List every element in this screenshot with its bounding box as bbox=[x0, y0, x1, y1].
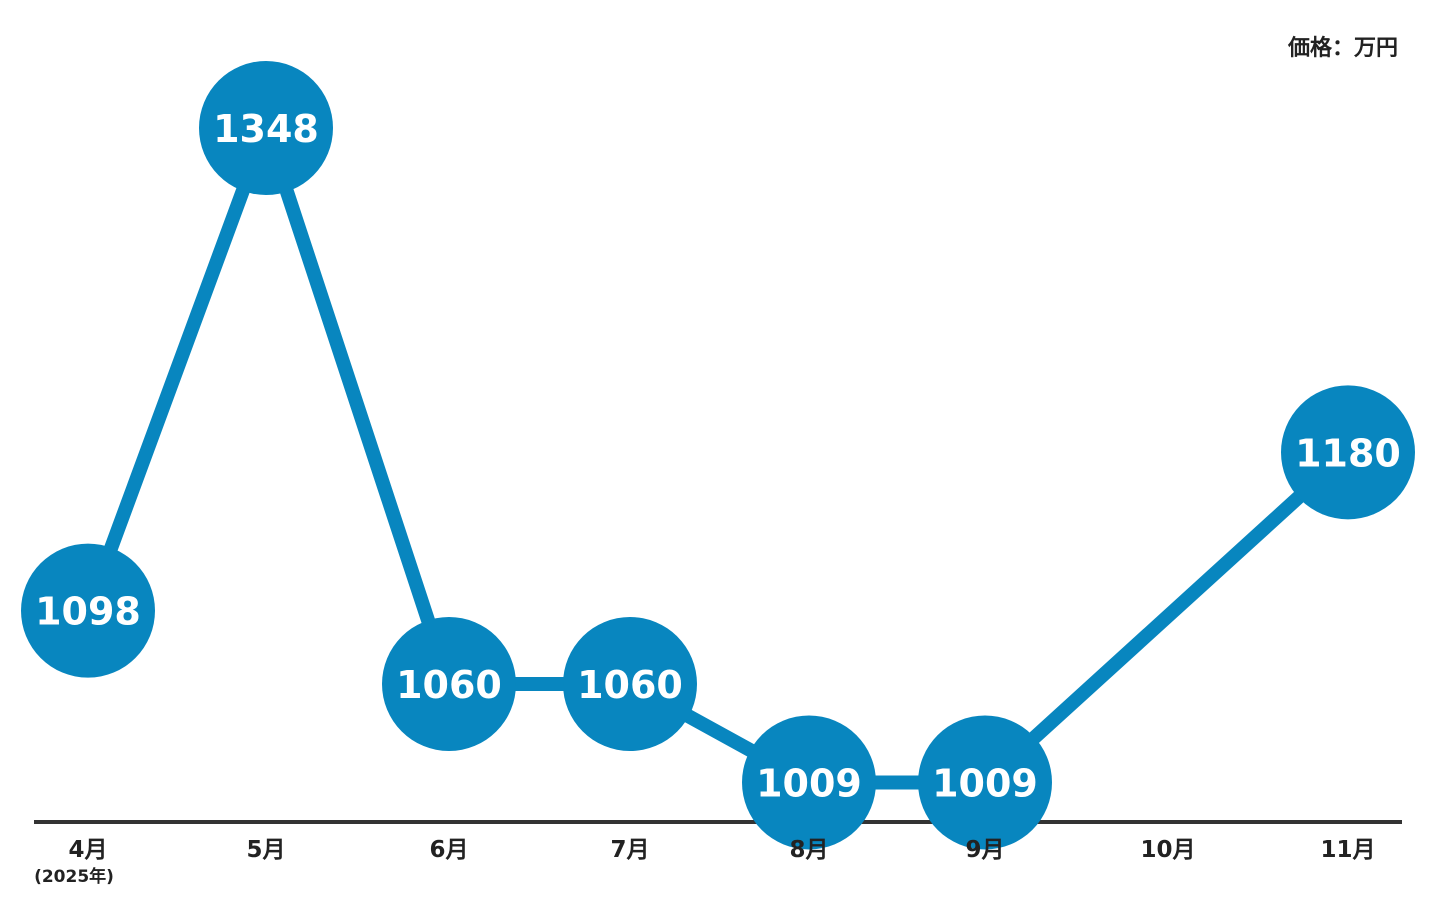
unit-label: 価格：万円 bbox=[1287, 36, 1398, 61]
series-line bbox=[81, 106, 1353, 790]
x-tick-label-8: 11月 bbox=[1320, 837, 1375, 863]
data-point-5 bbox=[742, 715, 876, 850]
x-tick-label-5: 8月 bbox=[789, 837, 828, 863]
data-point-1 bbox=[21, 543, 155, 678]
data-point-2 bbox=[199, 61, 333, 195]
data-point-3 bbox=[382, 617, 516, 752]
x-tick-label-4: 7月 bbox=[610, 837, 649, 863]
data-label-2: 1348 bbox=[213, 107, 319, 151]
x-tick-label-7: 10月 bbox=[1140, 837, 1195, 863]
data-point-4 bbox=[563, 617, 697, 752]
x-tick-sublabel-year: (2025年) bbox=[34, 866, 114, 887]
data-point-7 bbox=[1281, 385, 1415, 520]
data-label-3: 1060 bbox=[396, 663, 502, 707]
data-point-6 bbox=[918, 715, 1052, 850]
x-tick-label-3: 6月 bbox=[429, 837, 468, 863]
data-label-4: 1060 bbox=[577, 663, 683, 707]
x-tick-label-2: 5月 bbox=[246, 837, 285, 863]
data-label-1: 1098 bbox=[35, 590, 141, 634]
data-label-7: 1180 bbox=[1295, 431, 1401, 475]
x-tick-label-6: 9月 bbox=[965, 837, 1004, 863]
data-label-5: 1009 bbox=[756, 761, 862, 805]
data-label-6: 1009 bbox=[932, 761, 1038, 805]
x-tick-label-1: 4月 bbox=[68, 837, 107, 863]
